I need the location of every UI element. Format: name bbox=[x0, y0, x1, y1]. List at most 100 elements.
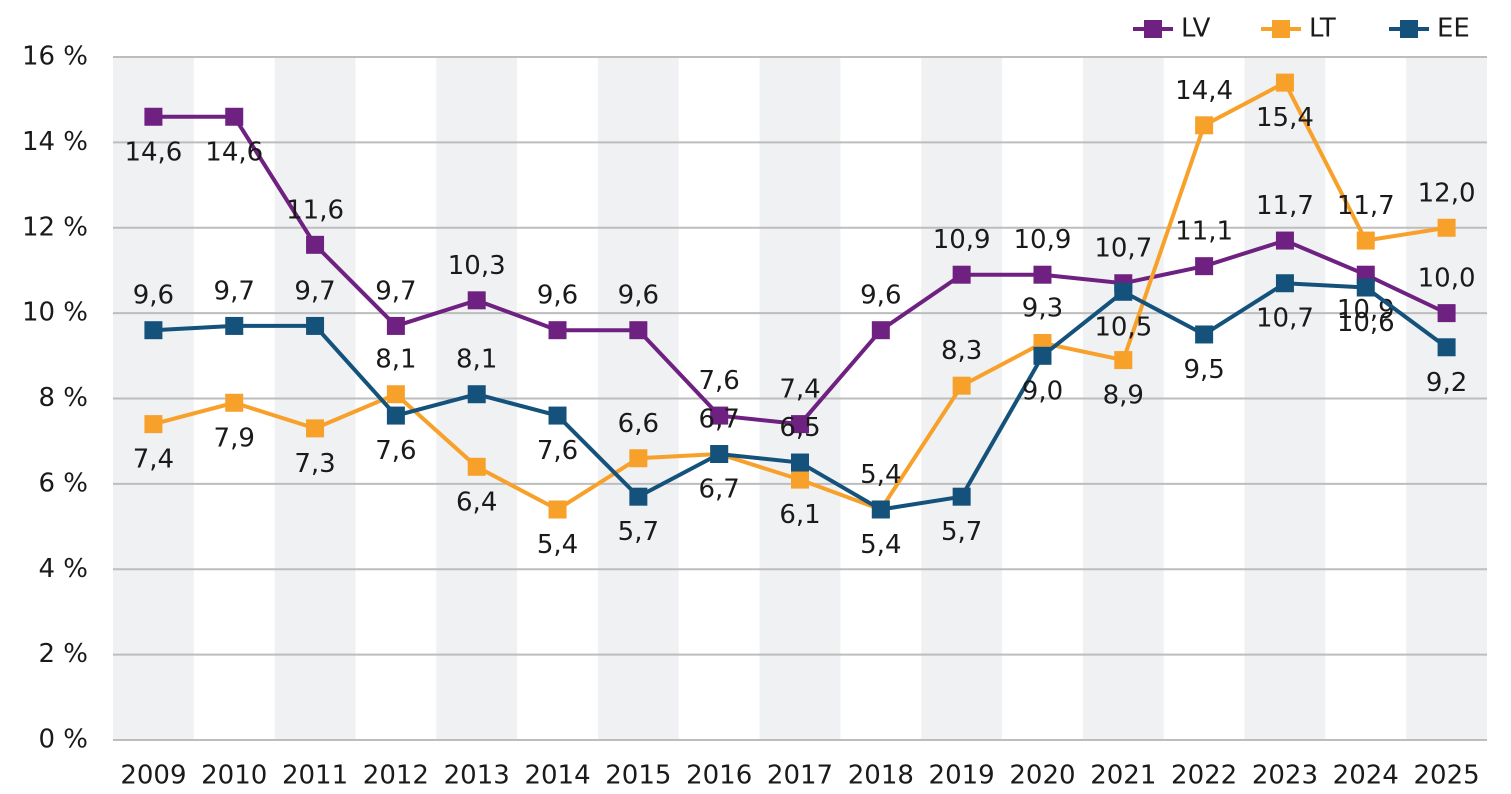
point-marker bbox=[1195, 116, 1214, 135]
point-marker bbox=[548, 321, 567, 340]
point-marker bbox=[386, 316, 405, 335]
data-label: 6,7 bbox=[698, 474, 739, 504]
y-tick-label: 6 % bbox=[38, 468, 88, 498]
legend-item: EE bbox=[1389, 14, 1470, 44]
point-marker bbox=[791, 453, 809, 472]
point-marker bbox=[1114, 351, 1133, 370]
y-tick-label: 14 % bbox=[22, 127, 88, 157]
point-marker bbox=[386, 406, 405, 425]
data-label: 9,3 bbox=[1022, 294, 1063, 324]
data-label: 7,9 bbox=[214, 423, 255, 453]
point-marker bbox=[1033, 265, 1052, 284]
data-label: 9,7 bbox=[214, 276, 255, 306]
point-marker bbox=[1437, 218, 1456, 237]
legend-marker bbox=[1144, 20, 1162, 38]
data-label: 9,7 bbox=[375, 276, 416, 306]
point-marker bbox=[1114, 282, 1133, 301]
x-tick-label: 2021 bbox=[1090, 761, 1156, 791]
data-label: 5,4 bbox=[860, 530, 901, 560]
x-tick-label: 2024 bbox=[1333, 761, 1399, 791]
data-label: 5,4 bbox=[860, 460, 901, 490]
point-marker bbox=[952, 487, 971, 506]
point-marker bbox=[144, 415, 163, 434]
point-marker bbox=[144, 107, 163, 126]
point-marker bbox=[225, 107, 244, 126]
point-marker bbox=[306, 419, 325, 438]
y-tick-label: 2 % bbox=[38, 639, 88, 669]
x-tick-label: 2022 bbox=[1171, 761, 1237, 791]
data-label: 8,1 bbox=[456, 345, 497, 375]
data-label: 12,0 bbox=[1418, 178, 1476, 208]
data-label: 11,7 bbox=[1337, 191, 1395, 221]
point-marker bbox=[467, 291, 486, 310]
data-label: 10,3 bbox=[448, 251, 506, 281]
point-marker bbox=[629, 487, 648, 506]
legend-label: LT bbox=[1309, 14, 1336, 44]
point-marker bbox=[1437, 338, 1456, 357]
data-label: 10,5 bbox=[1094, 312, 1152, 342]
y-tick-label: 10 % bbox=[22, 298, 88, 328]
legend-label: EE bbox=[1437, 14, 1470, 44]
data-label: 14,6 bbox=[205, 137, 263, 167]
data-label: 6,5 bbox=[779, 413, 820, 443]
point-marker bbox=[871, 500, 890, 519]
data-label: 7,4 bbox=[133, 445, 174, 475]
y-tick-label: 0 % bbox=[38, 725, 88, 755]
point-marker bbox=[1195, 257, 1214, 276]
legend-item: LT bbox=[1261, 14, 1336, 44]
point-marker bbox=[144, 321, 163, 340]
y-tick-label: 4 % bbox=[38, 554, 88, 584]
point-marker bbox=[629, 321, 648, 340]
x-tick-label: 2014 bbox=[524, 761, 590, 791]
data-label: 7,4 bbox=[779, 375, 820, 405]
data-label: 9,6 bbox=[860, 281, 901, 311]
point-marker bbox=[1437, 304, 1456, 323]
x-tick-label: 2009 bbox=[120, 761, 186, 791]
x-tick-label: 2011 bbox=[282, 761, 348, 791]
data-label: 8,3 bbox=[941, 336, 982, 366]
data-label: 7,6 bbox=[698, 366, 739, 396]
data-label: 14,4 bbox=[1175, 76, 1233, 106]
point-marker bbox=[306, 316, 325, 335]
point-marker bbox=[629, 449, 648, 468]
point-marker bbox=[1033, 346, 1052, 365]
point-marker bbox=[1275, 231, 1294, 250]
x-tick-label: 2020 bbox=[1009, 761, 1075, 791]
data-label: 15,4 bbox=[1256, 103, 1314, 133]
point-marker bbox=[225, 316, 244, 335]
x-tick-label: 2019 bbox=[929, 761, 995, 791]
x-tick-label: 2013 bbox=[444, 761, 510, 791]
data-label: 9,0 bbox=[1022, 376, 1063, 406]
x-tick-label: 2017 bbox=[767, 761, 833, 791]
point-marker bbox=[952, 265, 971, 284]
data-label: 10,7 bbox=[1256, 304, 1314, 334]
data-label: 9,2 bbox=[1426, 368, 1467, 398]
x-tick-label: 2012 bbox=[363, 761, 429, 791]
data-label: 6,1 bbox=[779, 500, 820, 530]
data-label: 6,4 bbox=[456, 487, 497, 517]
data-label: 9,6 bbox=[133, 281, 174, 311]
point-marker bbox=[791, 470, 809, 489]
point-marker bbox=[791, 415, 809, 434]
y-tick-label: 8 % bbox=[38, 383, 88, 413]
data-label: 10,9 bbox=[933, 225, 991, 255]
data-label: 9,6 bbox=[618, 281, 659, 311]
y-tick-label: 12 % bbox=[22, 212, 88, 242]
point-marker bbox=[1275, 73, 1294, 92]
point-marker bbox=[548, 500, 567, 519]
data-label: 5,4 bbox=[537, 530, 578, 560]
data-label: 10,0 bbox=[1418, 264, 1476, 294]
data-label: 6,6 bbox=[618, 409, 659, 439]
point-marker bbox=[1356, 278, 1375, 297]
x-tick-label: 2025 bbox=[1414, 761, 1480, 791]
x-tick-label: 2023 bbox=[1252, 761, 1318, 791]
data-label: 9,7 bbox=[294, 276, 335, 306]
data-label: 6,7 bbox=[698, 404, 739, 434]
data-label: 11,1 bbox=[1175, 217, 1233, 247]
point-marker bbox=[952, 376, 971, 395]
point-marker bbox=[467, 457, 486, 476]
y-tick-label: 16 % bbox=[22, 42, 88, 72]
point-marker bbox=[548, 406, 567, 425]
legend-label: LV bbox=[1181, 14, 1211, 44]
point-marker bbox=[225, 393, 244, 412]
